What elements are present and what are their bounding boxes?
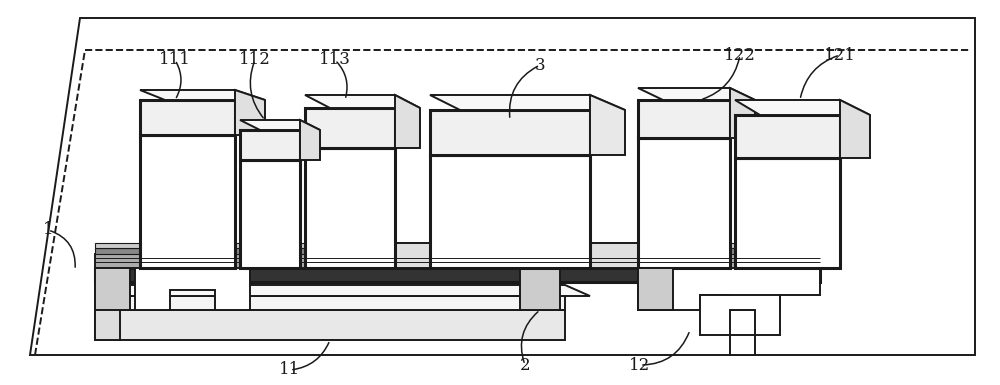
Text: 3: 3 xyxy=(535,57,545,74)
Polygon shape xyxy=(305,95,420,108)
Polygon shape xyxy=(735,158,840,268)
Polygon shape xyxy=(95,285,120,340)
Polygon shape xyxy=(305,108,395,148)
Polygon shape xyxy=(735,100,870,115)
Polygon shape xyxy=(140,100,235,135)
Polygon shape xyxy=(30,18,975,355)
Polygon shape xyxy=(735,115,840,158)
Polygon shape xyxy=(590,243,638,268)
Polygon shape xyxy=(140,135,235,268)
Text: 122: 122 xyxy=(724,47,756,64)
Polygon shape xyxy=(395,95,420,148)
Polygon shape xyxy=(95,254,820,268)
Polygon shape xyxy=(430,95,625,110)
Polygon shape xyxy=(95,285,590,296)
Text: 112: 112 xyxy=(239,52,271,69)
Polygon shape xyxy=(590,95,625,155)
Polygon shape xyxy=(430,155,590,268)
Polygon shape xyxy=(430,110,590,155)
Polygon shape xyxy=(395,243,432,268)
Polygon shape xyxy=(840,100,870,158)
Polygon shape xyxy=(240,130,300,160)
Polygon shape xyxy=(95,310,565,340)
Polygon shape xyxy=(240,160,300,268)
Text: 11: 11 xyxy=(279,362,301,378)
Text: 121: 121 xyxy=(824,47,856,64)
Polygon shape xyxy=(95,248,820,254)
Text: 1: 1 xyxy=(43,221,53,238)
Polygon shape xyxy=(95,268,130,310)
Polygon shape xyxy=(730,335,755,355)
Text: 111: 111 xyxy=(159,52,191,69)
Polygon shape xyxy=(638,138,730,268)
Polygon shape xyxy=(135,268,250,310)
Text: 2: 2 xyxy=(520,357,530,373)
Text: 12: 12 xyxy=(629,357,651,373)
Polygon shape xyxy=(700,295,780,335)
Polygon shape xyxy=(235,90,265,135)
Polygon shape xyxy=(95,243,820,248)
Polygon shape xyxy=(140,90,265,100)
Polygon shape xyxy=(95,296,565,310)
Polygon shape xyxy=(300,120,320,160)
Polygon shape xyxy=(305,148,395,268)
Polygon shape xyxy=(520,268,560,310)
Polygon shape xyxy=(95,268,820,282)
Polygon shape xyxy=(638,268,820,310)
Polygon shape xyxy=(638,100,730,138)
Polygon shape xyxy=(638,268,673,310)
Polygon shape xyxy=(638,88,755,100)
Polygon shape xyxy=(240,120,320,130)
Text: 113: 113 xyxy=(319,52,351,69)
Polygon shape xyxy=(730,88,755,138)
